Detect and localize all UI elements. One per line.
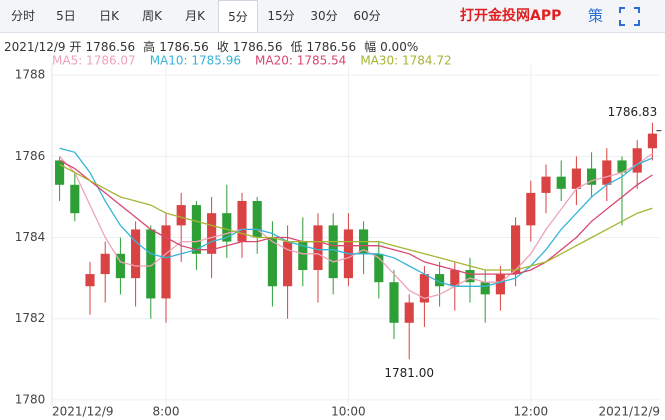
info-value: 1786.56 bbox=[85, 40, 136, 54]
candle-body bbox=[55, 160, 65, 185]
candle-body bbox=[480, 282, 490, 295]
candle-body bbox=[435, 274, 445, 287]
tab[interactable]: 月K bbox=[185, 9, 205, 23]
info-label: 高 bbox=[143, 40, 156, 54]
info-label: 开 bbox=[69, 40, 82, 54]
candle-body bbox=[374, 253, 384, 283]
candle-body bbox=[237, 201, 247, 242]
annotation: 1781.00 bbox=[384, 366, 434, 380]
candle-body bbox=[176, 205, 186, 226]
candle-body bbox=[252, 201, 262, 238]
candle-body bbox=[70, 184, 80, 214]
x-tick-label: 2021/12/9 bbox=[598, 405, 660, 419]
candle-body bbox=[404, 302, 414, 323]
candle-body bbox=[191, 205, 201, 254]
candle-body bbox=[541, 176, 551, 193]
info-label: 收 bbox=[216, 40, 229, 54]
candle-body bbox=[207, 213, 217, 254]
candle-body bbox=[617, 160, 627, 173]
candle-body bbox=[556, 176, 566, 189]
ma-line bbox=[59, 147, 653, 287]
legend-entry: MA20: 1785.54 bbox=[255, 54, 346, 68]
ma-line bbox=[59, 163, 653, 271]
candle-body bbox=[465, 270, 475, 283]
y-tick-label: 1784 bbox=[15, 230, 46, 244]
candle-body bbox=[267, 237, 277, 287]
y-tick-label: 1788 bbox=[15, 68, 46, 82]
candle-body bbox=[587, 168, 597, 185]
candle-body bbox=[526, 192, 536, 226]
legend-entry: MA5: 1786.07 bbox=[52, 54, 136, 68]
candle-body bbox=[419, 274, 429, 303]
y-tick-label: 1786 bbox=[15, 149, 46, 163]
candle-body bbox=[283, 241, 293, 287]
candle-body bbox=[100, 253, 110, 275]
candle-body bbox=[131, 229, 141, 279]
legend-entry: MA30: 1784.72 bbox=[360, 54, 451, 68]
candle-body bbox=[571, 168, 581, 189]
y-tick-label: 1782 bbox=[15, 311, 46, 325]
candle-body bbox=[146, 229, 156, 299]
candle-body bbox=[298, 241, 308, 271]
info-label: 低 bbox=[290, 40, 303, 54]
candle-body bbox=[602, 160, 612, 185]
candle-body bbox=[632, 148, 642, 173]
candle-body bbox=[85, 274, 95, 287]
tab-bar: 分时 5日 日K 周K 月K 5分 15分 30分 60分 bbox=[0, 0, 665, 33]
x-tick-label: 8:00 bbox=[153, 405, 180, 419]
tab[interactable]: 5分 bbox=[218, 0, 258, 32]
candle-body bbox=[495, 274, 505, 295]
annotation: 1786.83 bbox=[608, 105, 658, 119]
info-line: 2021/12/9 开 1786.56 高 1786.56 收 1786.56 低 1786.5… bbox=[4, 38, 426, 55]
x-tick-label: 10:00 bbox=[331, 405, 366, 419]
candle-body bbox=[222, 213, 232, 242]
date: 2021/12/9 bbox=[4, 40, 66, 54]
candle-body bbox=[328, 225, 338, 279]
candle-body bbox=[313, 225, 323, 271]
candle-body bbox=[450, 270, 460, 287]
candle-body bbox=[115, 253, 125, 279]
x-tick-label: 12:00 bbox=[514, 405, 549, 419]
tab[interactable]: 分时 bbox=[10, 9, 35, 23]
tab[interactable]: 日K bbox=[99, 9, 119, 23]
candle-body bbox=[511, 225, 521, 275]
candle-body bbox=[647, 133, 657, 149]
tab[interactable]: 15分 bbox=[267, 9, 295, 23]
tab[interactable]: 60分 bbox=[353, 9, 381, 23]
info-value: 1786.56 bbox=[232, 40, 283, 54]
info-label: 幅 bbox=[364, 40, 377, 54]
legend-entry: MA10: 1785.96 bbox=[150, 54, 241, 68]
info-value: 1786.56 bbox=[306, 40, 357, 54]
strategy-button[interactable]: 策 bbox=[588, 7, 604, 25]
candle-body bbox=[161, 225, 171, 299]
app-promo[interactable]: 打开金投网APP bbox=[460, 8, 562, 24]
y-tick-label: 1780 bbox=[15, 392, 46, 406]
info-value: 0.00% bbox=[380, 40, 419, 54]
candle-body bbox=[389, 282, 399, 323]
x-tick-label: 2021/12/9 bbox=[52, 405, 114, 419]
ma-line bbox=[59, 159, 653, 275]
tab[interactable]: 周K bbox=[142, 9, 162, 23]
info-value: 1786.56 bbox=[159, 40, 209, 54]
fullscreen-icon[interactable] bbox=[619, 7, 640, 26]
tab[interactable]: 5日 bbox=[56, 9, 76, 23]
tab[interactable]: 30分 bbox=[310, 9, 338, 23]
